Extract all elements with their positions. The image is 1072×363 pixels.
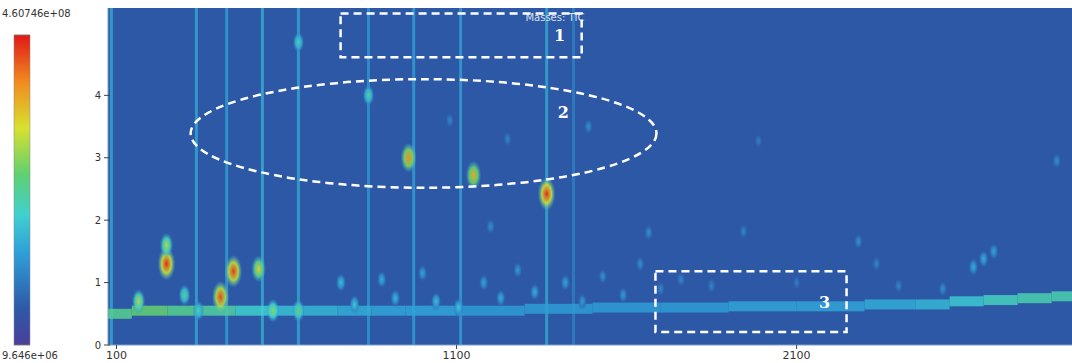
y-tick-label: 0: [95, 340, 101, 351]
peak: [894, 278, 903, 294]
peak: [530, 283, 540, 301]
streak: [110, 8, 113, 345]
baseline-segment: [236, 306, 270, 316]
peak: [938, 281, 947, 297]
y-tick: [104, 282, 110, 283]
peak: [656, 281, 665, 297]
peak: [266, 298, 279, 322]
peak: [968, 258, 978, 276]
colorbar: [14, 35, 30, 345]
y-tick: [104, 95, 110, 96]
peak: [251, 255, 266, 283]
peak: [453, 298, 464, 318]
streak: [195, 8, 198, 345]
peak: [503, 131, 512, 147]
peak: [618, 287, 627, 304]
peak: [598, 268, 607, 284]
baseline-segment: [1052, 291, 1072, 301]
baseline-segment: [984, 295, 1018, 305]
region-label: 3: [819, 293, 830, 312]
colorbar-tick: [14, 35, 30, 36]
baseline-segment: [108, 309, 132, 319]
x-tick-label: 1100: [443, 349, 471, 362]
peak: [225, 255, 242, 288]
y-tick-label: 3: [95, 152, 101, 163]
peak: [390, 289, 400, 308]
peak: [178, 284, 190, 306]
baseline-segment: [797, 301, 865, 311]
plot-area: [108, 8, 1072, 345]
region-rect: [341, 14, 582, 58]
peak: [193, 300, 205, 321]
y-tick: [104, 345, 110, 346]
peak: [377, 270, 387, 288]
peak: [584, 118, 593, 134]
peak: [538, 177, 556, 210]
peak: [872, 256, 881, 272]
peak: [989, 243, 999, 260]
colorbar-label: 9.646e+06: [2, 350, 58, 361]
y-tick: [104, 157, 110, 158]
x-tick-label: 100: [106, 349, 127, 362]
x-axis-line: [108, 345, 1072, 346]
peak: [644, 224, 653, 240]
baseline-segment: [372, 306, 406, 316]
baseline-segment: [457, 306, 525, 316]
baseline-segment: [304, 306, 338, 316]
peak: [160, 232, 174, 257]
peak: [754, 133, 763, 148]
streak: [412, 8, 415, 345]
peak: [486, 218, 495, 234]
peak: [212, 281, 229, 313]
peak: [792, 275, 801, 290]
streak: [297, 8, 300, 345]
peak: [513, 262, 522, 279]
baseline-segment: [661, 303, 729, 313]
peak: [739, 223, 748, 239]
chart: 0123410011002100Masses: TIC1234.60746e+0…: [0, 0, 1072, 363]
baseline-segment: [865, 299, 916, 309]
colorbar-label: 4.60746e+08: [2, 8, 71, 19]
peak: [292, 299, 305, 322]
y-tick-label: 4: [95, 90, 101, 101]
peak: [293, 32, 305, 53]
y-tick-label: 2: [95, 215, 101, 226]
baseline-segment: [729, 301, 797, 311]
peak: [707, 278, 716, 294]
baseline-segment: [1018, 293, 1052, 303]
peak: [418, 264, 428, 281]
peak: [578, 293, 587, 310]
peak: [431, 292, 442, 311]
baseline-segment: [950, 296, 984, 306]
baseline-segment: [593, 303, 661, 313]
x-tick-label: 2100: [783, 349, 811, 362]
peak: [363, 85, 375, 107]
baseline-segment: [916, 299, 950, 309]
region-rect: [655, 271, 846, 332]
peak: [1052, 153, 1061, 169]
region-label: 1: [554, 26, 565, 45]
region-label: 2: [558, 103, 569, 122]
peak: [479, 274, 489, 291]
y-tick: [104, 220, 110, 221]
peak: [132, 289, 146, 314]
y-tick-label: 1: [95, 277, 101, 288]
peak: [496, 289, 506, 307]
colorbar-tick: [14, 345, 30, 346]
plot-background: [108, 8, 1072, 345]
peak: [445, 112, 454, 128]
peak: [336, 273, 347, 292]
peak: [401, 143, 417, 173]
y-axis-line: [108, 8, 109, 345]
baseline-segment: [406, 306, 457, 316]
peak: [854, 233, 863, 249]
peak: [560, 274, 570, 291]
peak: [676, 272, 685, 288]
region-ellipse: [191, 79, 657, 188]
peak: [979, 250, 989, 268]
peak: [636, 256, 645, 272]
streak: [261, 8, 264, 345]
peak: [349, 295, 360, 315]
